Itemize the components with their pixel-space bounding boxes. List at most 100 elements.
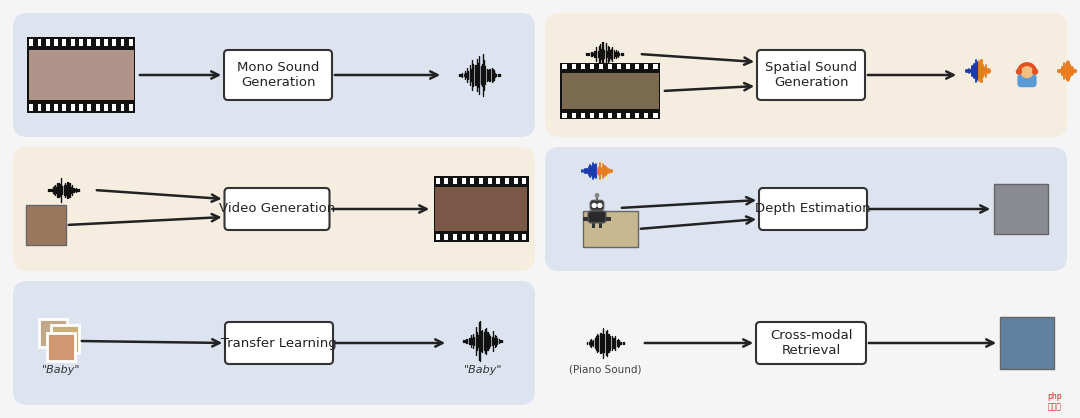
Text: Cross-modal
Retrieval: Cross-modal Retrieval <box>770 329 852 357</box>
Bar <box>462 178 465 184</box>
Bar <box>606 217 611 221</box>
Bar <box>592 223 595 228</box>
Bar <box>63 39 66 46</box>
Bar <box>121 104 124 111</box>
Bar <box>653 112 658 117</box>
Bar <box>1000 317 1054 369</box>
Bar <box>523 234 526 240</box>
Bar <box>79 39 83 46</box>
Bar <box>51 325 79 353</box>
Bar <box>104 39 108 46</box>
Bar <box>454 178 457 184</box>
FancyBboxPatch shape <box>545 147 1067 271</box>
Bar <box>28 50 134 100</box>
Bar <box>112 104 117 111</box>
Bar <box>645 112 648 117</box>
Bar <box>462 234 465 240</box>
Bar <box>488 234 491 240</box>
Circle shape <box>595 194 598 197</box>
Bar <box>598 223 602 228</box>
Bar <box>645 64 648 69</box>
Bar <box>104 104 108 111</box>
Bar <box>582 211 637 247</box>
Bar <box>563 112 567 117</box>
FancyBboxPatch shape <box>13 147 535 271</box>
Circle shape <box>1021 66 1032 78</box>
Bar <box>96 104 99 111</box>
Bar <box>38 39 41 46</box>
Bar <box>497 178 500 184</box>
Bar <box>112 39 117 46</box>
Bar <box>583 217 588 221</box>
Bar <box>626 64 631 69</box>
Bar <box>87 39 91 46</box>
Bar <box>497 234 500 240</box>
FancyBboxPatch shape <box>225 322 333 364</box>
Bar <box>598 112 603 117</box>
Bar <box>608 64 612 69</box>
Bar <box>63 104 66 111</box>
FancyBboxPatch shape <box>224 50 332 100</box>
Bar <box>54 104 58 111</box>
Bar <box>436 234 440 240</box>
FancyBboxPatch shape <box>588 211 606 223</box>
Bar <box>435 187 527 231</box>
FancyBboxPatch shape <box>756 322 866 364</box>
Bar <box>445 234 448 240</box>
FancyBboxPatch shape <box>545 13 1067 137</box>
Bar <box>471 178 474 184</box>
Bar <box>471 234 474 240</box>
Bar <box>590 64 594 69</box>
Bar <box>488 178 491 184</box>
FancyBboxPatch shape <box>13 281 535 405</box>
Bar <box>571 64 576 69</box>
Bar <box>39 319 67 347</box>
Bar <box>27 37 135 113</box>
Bar <box>563 64 567 69</box>
FancyBboxPatch shape <box>225 188 329 230</box>
Bar <box>45 104 50 111</box>
Circle shape <box>1032 69 1038 74</box>
Bar <box>653 64 658 69</box>
Text: php
中文网: php 中文网 <box>1048 393 1062 412</box>
Bar <box>96 39 99 46</box>
Bar <box>480 178 483 184</box>
Bar <box>79 104 83 111</box>
Circle shape <box>592 204 596 207</box>
Circle shape <box>1016 69 1022 74</box>
Bar <box>617 112 621 117</box>
Bar <box>71 104 75 111</box>
Bar <box>523 178 526 184</box>
Bar <box>635 64 639 69</box>
Text: Mono Sound
Generation: Mono Sound Generation <box>237 61 320 89</box>
Bar <box>635 112 639 117</box>
Bar <box>571 112 576 117</box>
FancyBboxPatch shape <box>13 13 535 137</box>
Bar <box>436 178 440 184</box>
Text: Video Generation: Video Generation <box>219 202 335 216</box>
Bar <box>561 63 660 119</box>
Bar <box>48 333 75 361</box>
Bar <box>45 39 50 46</box>
Bar <box>562 72 659 110</box>
Bar <box>514 178 517 184</box>
Bar <box>480 234 483 240</box>
Bar <box>598 64 603 69</box>
Bar <box>26 205 66 245</box>
Bar <box>121 39 124 46</box>
Bar <box>71 39 75 46</box>
Bar <box>29 104 33 111</box>
Text: "Baby": "Baby" <box>42 365 80 375</box>
Bar <box>433 176 528 242</box>
Bar <box>29 39 33 46</box>
Bar <box>129 104 133 111</box>
FancyBboxPatch shape <box>591 200 604 210</box>
Bar <box>445 178 448 184</box>
Bar <box>454 234 457 240</box>
Text: Spatial Sound
Generation: Spatial Sound Generation <box>765 61 858 89</box>
Bar <box>626 112 631 117</box>
Bar <box>505 234 509 240</box>
Circle shape <box>598 204 602 207</box>
Bar <box>129 39 133 46</box>
Text: Transfer Learning: Transfer Learning <box>221 336 337 349</box>
